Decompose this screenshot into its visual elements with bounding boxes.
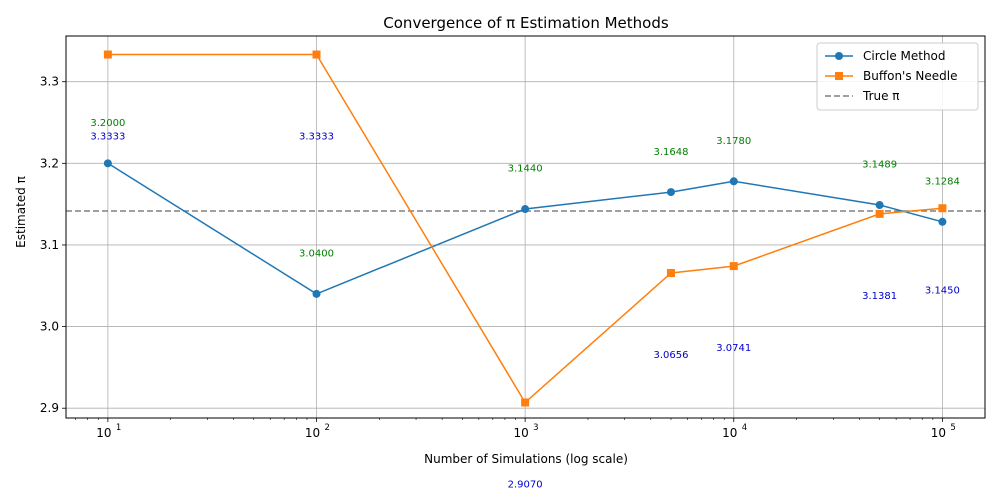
circle-method-point <box>666 188 675 197</box>
circle-method-value-label: 3.1284 <box>925 176 960 187</box>
x-tick-label: 10 <box>305 426 320 440</box>
buffon-needle-point <box>521 398 530 407</box>
x-tick-exponent: 1 <box>116 423 121 433</box>
y-tick-label: 3.2 <box>40 156 59 170</box>
x-tick-label: 10 <box>722 426 737 440</box>
legend-label: Buffon's Needle <box>863 69 958 83</box>
buffon-needle-point <box>103 50 112 59</box>
series-markers <box>103 50 947 407</box>
buffon-needle-point <box>312 50 321 59</box>
x-tick-exponent: 3 <box>533 423 538 433</box>
x-axis-ticks: 10 1 10 2 10 3 10 4 10 5 <box>75 418 956 440</box>
buffon-needle-point <box>666 269 675 278</box>
y-tick-label: 3.3 <box>40 75 59 89</box>
circle-method-value-label: 3.0400 <box>299 249 334 260</box>
x-tick-label: 10 <box>931 426 946 440</box>
buffon-needle-value-label: 3.0741 <box>716 343 751 354</box>
x-tick-label: 10 <box>96 426 111 440</box>
chart-title: Convergence of π Estimation Methods <box>383 14 669 32</box>
x-axis-label: Number of Simulations (log scale) <box>424 452 628 466</box>
buffon-needle-value-label: 3.0656 <box>653 350 688 361</box>
legend: Circle Method Buffon's Needle True π <box>816 42 979 111</box>
y-tick-label: 3.0 <box>40 320 59 334</box>
buffon-needle-value-label: 3.1450 <box>925 285 960 296</box>
x-tick-exponent: 5 <box>950 423 955 433</box>
x-tick-exponent: 2 <box>325 423 330 433</box>
y-tick-label: 3.1 <box>40 238 59 252</box>
buffon-needle-value-label: 3.1381 <box>862 291 897 302</box>
buffon-needle-value-label: 3.3333 <box>90 132 125 143</box>
circle-method-point <box>521 205 530 214</box>
buffon-needle-point <box>729 262 738 271</box>
circle-method-value-label: 3.1780 <box>716 136 751 147</box>
circle-method-point <box>312 289 321 298</box>
circle-method-point <box>103 159 112 168</box>
legend-label: Circle Method <box>863 49 946 63</box>
buffon-needle-value-label: 2.9070 <box>508 480 543 491</box>
circle-method-value-label: 3.1648 <box>653 147 688 158</box>
legend-square-marker <box>835 72 843 80</box>
legend-box <box>816 42 979 111</box>
circle-method-point <box>875 201 884 210</box>
value-annotations: 3.2000 3.3333 3.0400 3.3333 3.1440 2.9070 3.16… <box>90 118 960 491</box>
x-tick-exponent: 4 <box>742 423 747 433</box>
circle-method-point <box>938 217 947 226</box>
y-tick-label: 2.9 <box>40 401 59 415</box>
circle-method-point <box>729 177 738 186</box>
legend-label: True π <box>862 89 900 103</box>
circle-method-value-label: 3.2000 <box>90 118 125 129</box>
y-axis-ticks: 2.9 3.0 3.1 3.2 3.3 <box>40 75 66 415</box>
y-axis-label: Estimated π <box>14 176 28 248</box>
legend-circle-marker <box>835 52 843 60</box>
buffon-needle-point <box>938 204 947 213</box>
circle-method-value-label: 3.1440 <box>508 164 543 175</box>
circle-method-value-label: 3.1489 <box>862 160 897 171</box>
x-tick-label: 10 <box>513 426 528 440</box>
buffon-needle-point <box>875 209 884 218</box>
buffon-needle-value-label: 3.3333 <box>299 132 334 143</box>
